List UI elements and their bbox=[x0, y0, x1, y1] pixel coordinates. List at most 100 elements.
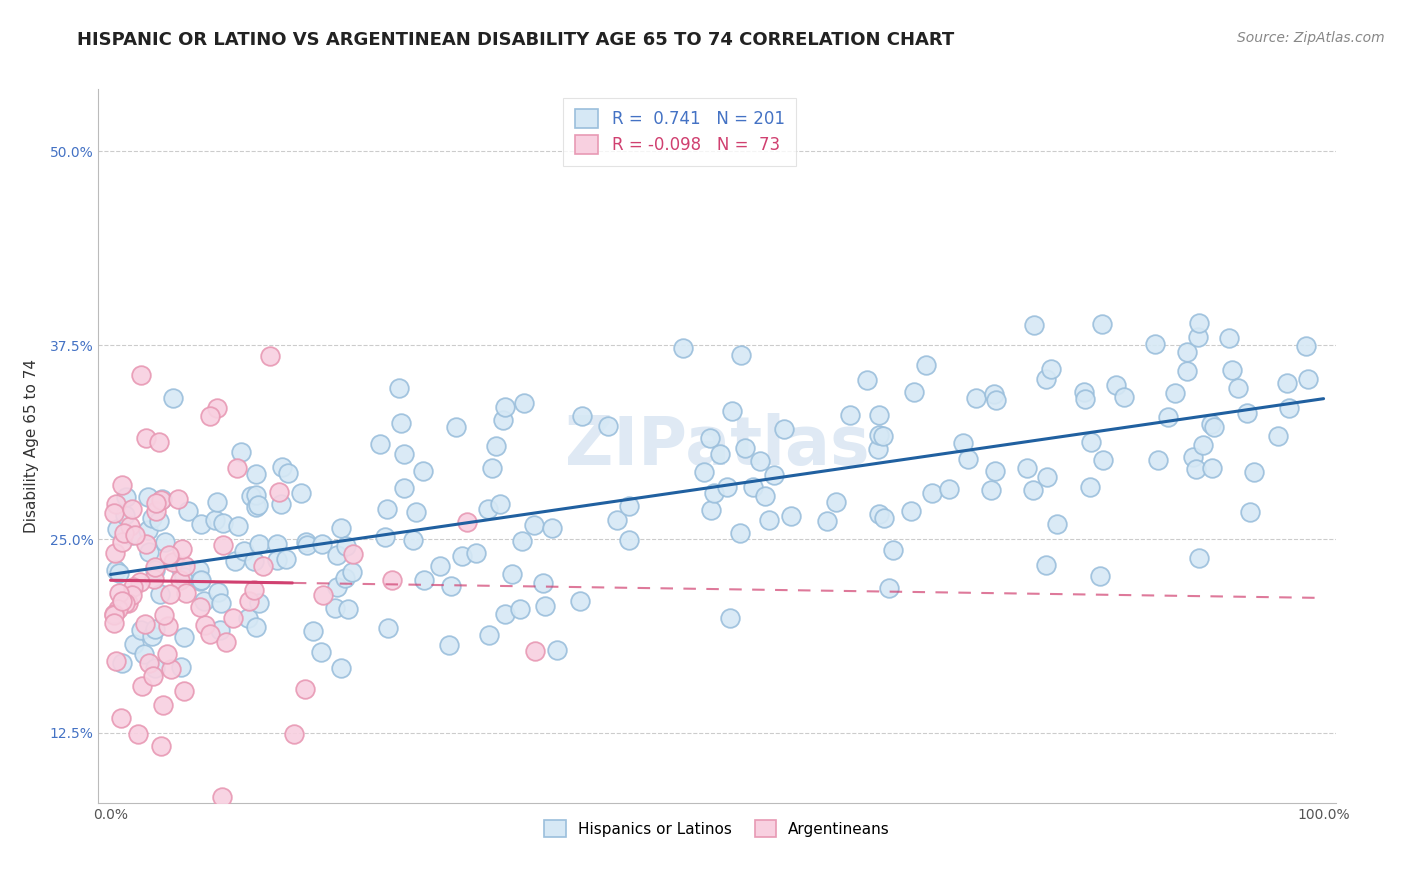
Point bbox=[148, 514, 170, 528]
Point bbox=[190, 574, 212, 588]
Point bbox=[245, 488, 267, 502]
Point bbox=[451, 549, 474, 563]
Point bbox=[211, 789, 233, 804]
Point bbox=[1036, 470, 1059, 484]
Point bbox=[749, 454, 772, 468]
Point bbox=[872, 429, 894, 443]
Point bbox=[780, 508, 803, 523]
Point bbox=[207, 495, 229, 509]
Point bbox=[245, 620, 267, 634]
Point bbox=[173, 684, 195, 698]
Point bbox=[700, 503, 723, 517]
Point bbox=[524, 644, 547, 658]
Point bbox=[114, 596, 136, 610]
Point bbox=[699, 431, 721, 445]
Point bbox=[104, 545, 127, 559]
Point bbox=[534, 599, 557, 613]
Point bbox=[114, 508, 136, 523]
Point bbox=[111, 478, 134, 492]
Point bbox=[152, 698, 174, 712]
Point bbox=[815, 514, 838, 528]
Point bbox=[238, 611, 260, 625]
Point bbox=[145, 504, 167, 518]
Point bbox=[374, 530, 396, 544]
Point bbox=[873, 511, 896, 525]
Point bbox=[1296, 372, 1319, 386]
Point bbox=[392, 482, 415, 496]
Point bbox=[143, 563, 166, 577]
Point bbox=[1201, 417, 1223, 431]
Point bbox=[204, 512, 226, 526]
Point bbox=[118, 519, 141, 533]
Point bbox=[1175, 363, 1198, 377]
Point bbox=[166, 491, 188, 506]
Point bbox=[342, 548, 364, 562]
Point bbox=[546, 643, 568, 657]
Point bbox=[170, 660, 193, 674]
Point bbox=[205, 401, 228, 415]
Point bbox=[734, 441, 756, 455]
Point bbox=[103, 607, 125, 621]
Point bbox=[231, 444, 253, 458]
Point bbox=[606, 512, 628, 526]
Point bbox=[157, 548, 180, 562]
Point bbox=[212, 516, 235, 530]
Point bbox=[1022, 483, 1045, 497]
Point bbox=[598, 419, 620, 434]
Point bbox=[153, 608, 176, 623]
Point bbox=[252, 559, 274, 574]
Point bbox=[377, 621, 399, 635]
Point bbox=[117, 596, 139, 610]
Point bbox=[111, 657, 134, 671]
Point bbox=[413, 574, 436, 588]
Point bbox=[162, 555, 184, 569]
Point bbox=[1080, 435, 1102, 450]
Point bbox=[190, 516, 212, 531]
Point bbox=[138, 491, 160, 505]
Point bbox=[730, 348, 752, 362]
Point bbox=[129, 368, 152, 383]
Point bbox=[103, 607, 125, 622]
Point bbox=[309, 645, 332, 659]
Point bbox=[194, 618, 217, 632]
Point bbox=[104, 563, 127, 577]
Point bbox=[247, 537, 270, 551]
Point bbox=[481, 461, 503, 475]
Point bbox=[984, 392, 1007, 407]
Point bbox=[131, 623, 153, 637]
Point bbox=[494, 607, 516, 621]
Point bbox=[1188, 316, 1211, 330]
Point bbox=[162, 391, 184, 405]
Point bbox=[531, 575, 554, 590]
Point bbox=[444, 419, 467, 434]
Point bbox=[226, 519, 249, 533]
Point bbox=[209, 596, 232, 610]
Point bbox=[188, 563, 211, 577]
Point bbox=[742, 479, 765, 493]
Point bbox=[129, 574, 152, 589]
Point bbox=[510, 533, 533, 548]
Point bbox=[266, 552, 288, 566]
Point bbox=[412, 464, 434, 478]
Point bbox=[720, 404, 742, 418]
Point bbox=[568, 594, 591, 608]
Point bbox=[392, 447, 415, 461]
Point bbox=[1202, 419, 1225, 434]
Point bbox=[965, 391, 987, 405]
Point bbox=[617, 533, 640, 547]
Point bbox=[176, 503, 198, 517]
Point bbox=[131, 679, 153, 693]
Point bbox=[333, 571, 356, 585]
Point bbox=[617, 499, 640, 513]
Point bbox=[513, 396, 536, 410]
Point bbox=[1073, 385, 1095, 400]
Point bbox=[122, 580, 145, 594]
Point bbox=[335, 539, 357, 553]
Point bbox=[938, 482, 960, 496]
Point bbox=[149, 587, 172, 601]
Point bbox=[868, 507, 890, 521]
Point bbox=[138, 656, 160, 670]
Point bbox=[127, 727, 149, 741]
Point bbox=[323, 601, 346, 615]
Point bbox=[141, 511, 163, 525]
